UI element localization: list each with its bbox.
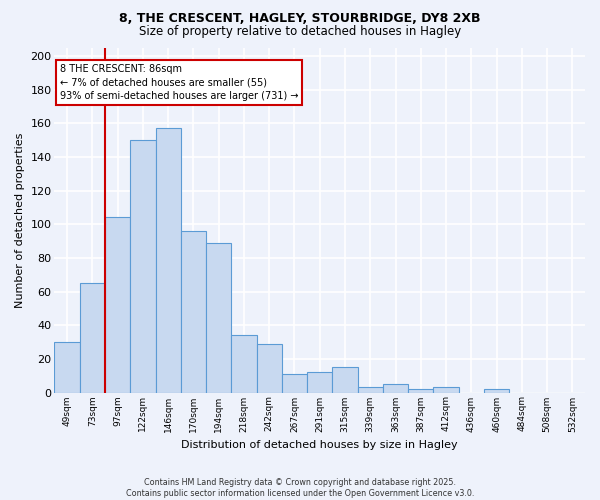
Text: Contains HM Land Registry data © Crown copyright and database right 2025.
Contai: Contains HM Land Registry data © Crown c…: [126, 478, 474, 498]
Bar: [358, 388, 383, 392]
Bar: [307, 372, 332, 392]
Bar: [433, 388, 458, 392]
Text: 8, THE CRESCENT, HAGLEY, STOURBRIDGE, DY8 2XB: 8, THE CRESCENT, HAGLEY, STOURBRIDGE, DY…: [119, 12, 481, 26]
Bar: [332, 368, 358, 392]
Bar: [206, 242, 232, 392]
X-axis label: Distribution of detached houses by size in Hagley: Distribution of detached houses by size …: [181, 440, 458, 450]
Text: 8 THE CRESCENT: 86sqm
← 7% of detached houses are smaller (55)
93% of semi-detac: 8 THE CRESCENT: 86sqm ← 7% of detached h…: [59, 64, 298, 100]
Bar: [232, 336, 257, 392]
Bar: [55, 342, 80, 392]
Bar: [257, 344, 282, 392]
Bar: [155, 128, 181, 392]
Text: Size of property relative to detached houses in Hagley: Size of property relative to detached ho…: [139, 25, 461, 38]
Bar: [105, 218, 130, 392]
Bar: [130, 140, 155, 392]
Bar: [383, 384, 408, 392]
Bar: [282, 374, 307, 392]
Bar: [80, 283, 105, 393]
Bar: [484, 389, 509, 392]
Bar: [181, 231, 206, 392]
Y-axis label: Number of detached properties: Number of detached properties: [15, 132, 25, 308]
Bar: [408, 389, 433, 392]
